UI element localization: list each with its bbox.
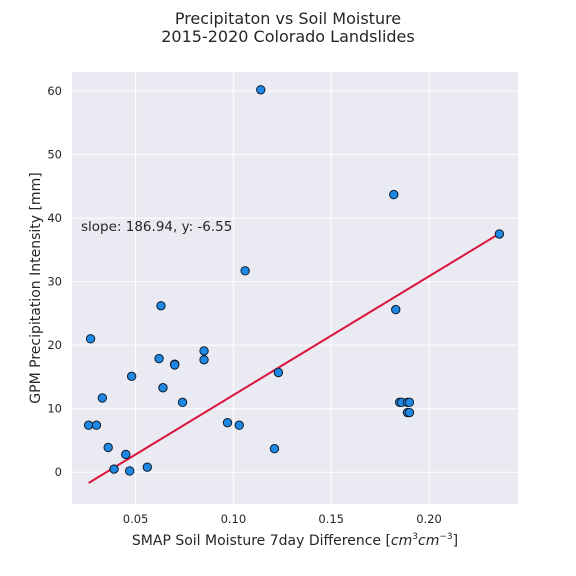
data-point xyxy=(199,346,209,356)
y-tick-label: 40 xyxy=(47,211,62,225)
data-point xyxy=(273,367,284,378)
data-point xyxy=(234,420,244,430)
data-point xyxy=(158,383,168,393)
data-point xyxy=(404,397,415,408)
data-point xyxy=(240,266,250,276)
data-point xyxy=(169,360,180,370)
data-point xyxy=(391,304,401,315)
data-point xyxy=(154,353,164,364)
data-point xyxy=(142,462,153,472)
data-point xyxy=(256,85,266,95)
x-axis-label-text: SMAP Soil Moisture 7day Difference [ xyxy=(132,533,391,549)
x-axis-label-sup-2: −3 xyxy=(439,532,452,542)
plot-area xyxy=(72,72,518,504)
y-axis-label: GPM Precipitation Intensity [mm] xyxy=(28,172,44,403)
data-point xyxy=(125,466,135,476)
data-point xyxy=(156,301,166,311)
data-point xyxy=(177,397,188,408)
data-point xyxy=(404,407,415,418)
x-axis-label-close: ] xyxy=(453,533,458,549)
data-point xyxy=(199,355,209,365)
data-point xyxy=(85,334,96,344)
regression-annotation: slope: 186.94, y: -6.55 xyxy=(81,219,232,235)
regression-line xyxy=(88,232,500,484)
y-tick-label: 30 xyxy=(47,275,62,289)
data-point xyxy=(222,417,233,428)
data-points xyxy=(83,85,505,476)
x-axis-label-unit-1: cm xyxy=(391,533,412,549)
x-axis-label-sup-1: 3 xyxy=(412,532,418,542)
data-point xyxy=(83,420,94,430)
data-point xyxy=(97,393,108,403)
x-axis-label-unit-2: cm xyxy=(418,533,439,549)
x-tick-label: 0.05 xyxy=(123,512,149,526)
tick-labels: 0.05 0.10 0.15 0.20 0 10 20 30 40 50 60 xyxy=(47,84,441,526)
chart-title-line-2: 2015-2020 Colorado Landslides xyxy=(161,27,414,46)
data-point xyxy=(126,371,137,382)
data-point xyxy=(494,229,505,239)
y-tick-label: 50 xyxy=(47,148,62,162)
grid-lines xyxy=(72,72,518,504)
data-point xyxy=(103,442,113,453)
y-tick-label: 60 xyxy=(47,84,62,98)
x-tick-label: 0.15 xyxy=(318,512,344,526)
data-point xyxy=(109,464,119,474)
x-tick-label: 0.20 xyxy=(416,512,442,526)
data-point xyxy=(91,420,102,430)
regression-layer xyxy=(88,232,500,484)
x-axis-label: SMAP Soil Moisture 7day Difference [cm3c… xyxy=(132,532,458,549)
data-point xyxy=(269,444,280,454)
chart-title-line-1: Precipitaton vs Soil Moisture xyxy=(175,9,401,28)
y-tick-label: 0 xyxy=(55,465,62,479)
data-point xyxy=(121,449,131,460)
data-point xyxy=(389,189,399,200)
y-tick-label: 10 xyxy=(47,402,62,416)
y-tick-label: 20 xyxy=(47,338,62,352)
x-tick-label: 0.10 xyxy=(221,512,247,526)
